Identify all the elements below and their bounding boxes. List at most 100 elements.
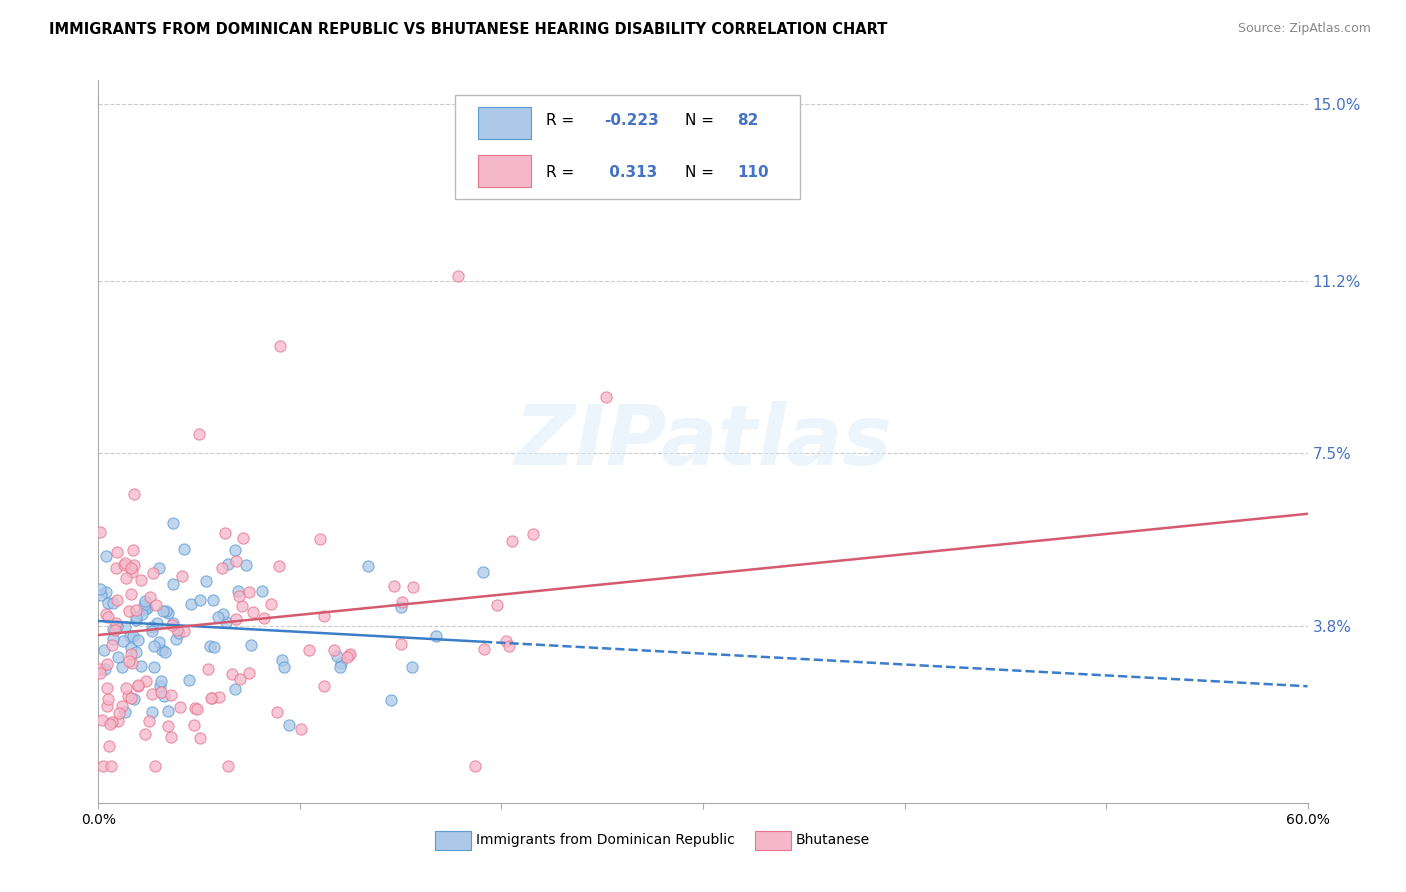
Point <box>207 610 229 624</box>
Point <box>134 594 156 608</box>
Point <box>339 647 361 661</box>
Point <box>145 598 167 612</box>
Point <box>155 604 177 618</box>
Point <box>207 690 229 705</box>
Point <box>105 619 128 633</box>
Point <box>391 595 413 609</box>
Point <box>111 633 134 648</box>
Point <box>96 691 118 706</box>
Point <box>595 390 617 404</box>
Point <box>131 607 153 621</box>
Point <box>142 566 165 580</box>
Point <box>125 603 148 617</box>
Point <box>143 660 166 674</box>
Point <box>107 706 129 720</box>
Point <box>389 599 412 614</box>
Point <box>217 758 239 772</box>
Text: -0.223: -0.223 <box>603 112 658 128</box>
Point <box>134 727 156 741</box>
Point <box>91 714 114 728</box>
Point <box>96 681 118 695</box>
Point <box>98 716 121 731</box>
Point <box>226 584 249 599</box>
Point <box>221 667 243 681</box>
Point <box>120 647 142 661</box>
Text: R =: R = <box>546 112 574 128</box>
Point <box>224 682 246 697</box>
Point <box>201 690 224 705</box>
Point <box>105 545 128 559</box>
Text: R =: R = <box>546 165 574 180</box>
Point <box>120 561 142 575</box>
Text: IMMIGRANTS FROM DOMINICAN REPUBLIC VS BHUTANESE HEARING DISABILITY CORRELATION C: IMMIGRANTS FROM DOMINICAN REPUBLIC VS BH… <box>49 22 887 37</box>
Point <box>498 639 520 653</box>
Point <box>329 660 352 674</box>
Point <box>197 662 219 676</box>
Point <box>89 662 111 676</box>
Point <box>114 571 136 585</box>
Point <box>425 629 447 643</box>
Point <box>157 606 180 620</box>
Point <box>97 609 120 624</box>
Point <box>382 579 405 593</box>
Point <box>195 574 218 588</box>
Point <box>167 625 190 640</box>
Point <box>89 525 111 540</box>
Point <box>242 605 264 619</box>
Point <box>232 532 254 546</box>
Point <box>187 427 209 442</box>
Point <box>235 558 257 573</box>
Point <box>101 622 124 636</box>
Point <box>337 648 360 662</box>
Point <box>389 637 412 651</box>
Point <box>89 582 111 597</box>
Point <box>129 573 152 587</box>
Point <box>105 593 128 607</box>
Point <box>308 533 330 547</box>
FancyBboxPatch shape <box>755 831 792 850</box>
Point <box>329 657 352 671</box>
Point <box>117 689 139 703</box>
Point <box>202 640 225 655</box>
Point <box>160 730 183 744</box>
Point <box>273 659 295 673</box>
Point <box>200 690 222 705</box>
FancyBboxPatch shape <box>478 155 531 187</box>
Point <box>127 678 149 692</box>
Point <box>314 609 336 624</box>
Point <box>141 705 163 719</box>
Point <box>112 558 135 572</box>
Point <box>180 597 202 611</box>
Point <box>120 641 142 656</box>
Point <box>312 679 335 693</box>
Text: Bhutanese: Bhutanese <box>796 833 870 847</box>
Point <box>495 633 517 648</box>
Point <box>129 658 152 673</box>
Point <box>124 645 146 659</box>
Point <box>198 639 221 653</box>
Point <box>157 705 180 719</box>
Point <box>217 557 239 571</box>
Point <box>114 556 136 570</box>
Point <box>89 665 111 680</box>
Point <box>135 601 157 615</box>
Text: N =: N = <box>685 112 714 128</box>
Point <box>188 593 211 607</box>
Point <box>380 693 402 707</box>
Point <box>252 583 274 598</box>
Point <box>156 719 179 733</box>
Point <box>266 705 288 719</box>
Point <box>101 715 124 730</box>
Point <box>121 629 143 643</box>
Point <box>464 758 486 772</box>
Point <box>103 632 125 646</box>
Point <box>228 590 250 604</box>
Point <box>173 542 195 557</box>
Point <box>162 516 184 531</box>
Point <box>141 620 163 634</box>
Point <box>201 593 224 607</box>
Point <box>270 653 292 667</box>
Point <box>336 649 359 664</box>
Point <box>101 638 124 652</box>
Point <box>326 648 349 663</box>
